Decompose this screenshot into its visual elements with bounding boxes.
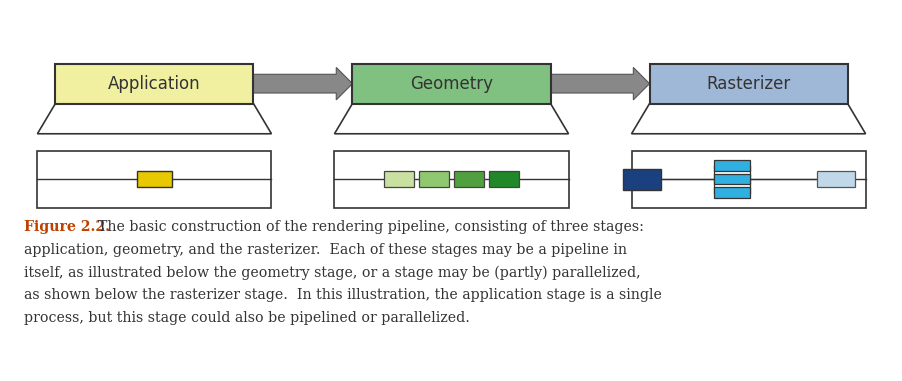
Polygon shape xyxy=(37,104,272,134)
FancyBboxPatch shape xyxy=(37,151,272,208)
Polygon shape xyxy=(334,104,568,134)
FancyBboxPatch shape xyxy=(489,171,519,187)
Text: process, but this stage could also be pipelined or parallelized.: process, but this stage could also be pi… xyxy=(23,311,469,325)
FancyBboxPatch shape xyxy=(816,171,854,187)
Text: Geometry: Geometry xyxy=(410,75,492,93)
Text: application, geometry, and the rasterizer.  Each of these stages may be a pipeli: application, geometry, and the rasterize… xyxy=(23,243,626,257)
Polygon shape xyxy=(630,104,865,134)
FancyBboxPatch shape xyxy=(649,64,847,104)
Polygon shape xyxy=(253,67,352,100)
FancyBboxPatch shape xyxy=(419,171,448,187)
FancyBboxPatch shape xyxy=(713,187,750,198)
Text: Application: Application xyxy=(108,75,200,93)
FancyBboxPatch shape xyxy=(713,174,750,184)
FancyBboxPatch shape xyxy=(383,171,413,187)
FancyBboxPatch shape xyxy=(137,171,171,187)
FancyBboxPatch shape xyxy=(630,151,865,208)
Text: itself, as illustrated below the geometry stage, or a stage may be (partly) para: itself, as illustrated below the geometr… xyxy=(23,266,640,280)
Text: as shown below the rasterizer stage.  In this illustration, the application stag: as shown below the rasterizer stage. In … xyxy=(23,288,661,302)
FancyBboxPatch shape xyxy=(334,151,568,208)
FancyBboxPatch shape xyxy=(55,64,253,104)
Text: Figure 2.2.: Figure 2.2. xyxy=(23,220,110,234)
FancyBboxPatch shape xyxy=(713,160,750,171)
Polygon shape xyxy=(550,67,649,100)
FancyBboxPatch shape xyxy=(352,64,550,104)
FancyBboxPatch shape xyxy=(622,169,660,190)
Text: The basic construction of the rendering pipeline, consisting of three stages:: The basic construction of the rendering … xyxy=(88,220,643,234)
Text: Rasterizer: Rasterizer xyxy=(705,75,790,93)
FancyBboxPatch shape xyxy=(454,171,483,187)
